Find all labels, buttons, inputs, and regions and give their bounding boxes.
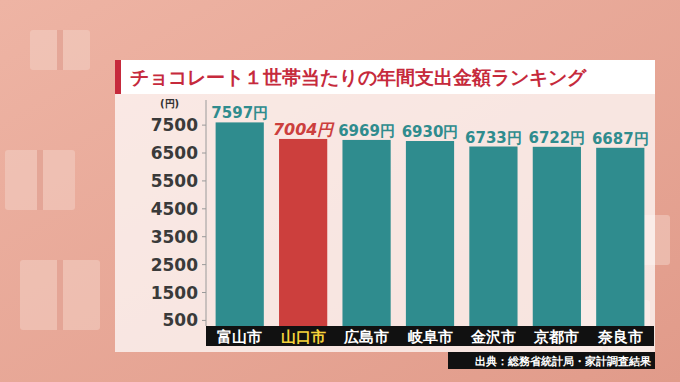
- decoration: [5, 150, 75, 210]
- decoration: [57, 30, 63, 70]
- x-tick-label: 広島市: [343, 328, 389, 346]
- x-tick-label: 金沢市: [470, 328, 516, 346]
- data-label: 6687円: [592, 130, 649, 148]
- source-box: [448, 352, 655, 369]
- bar: [342, 140, 390, 326]
- title-accent: [115, 60, 121, 94]
- bar: [406, 141, 454, 326]
- title: チョコレート１世帯当たりの年間支出金額ランキング: [130, 66, 587, 88]
- bar: [596, 148, 644, 326]
- y-tick: [202, 292, 206, 293]
- data-label: 6969円: [338, 122, 395, 140]
- x-tick-label: 奈良市: [597, 328, 643, 346]
- y-axis-label: (円): [160, 98, 179, 109]
- y-tick-label: 500: [163, 310, 199, 330]
- decoration: [57, 260, 63, 330]
- data-label: 7597円: [211, 104, 268, 122]
- bar: [469, 147, 517, 326]
- y-tick: [202, 236, 206, 237]
- bar: [279, 139, 327, 326]
- bars: [216, 122, 645, 326]
- title-box: [115, 60, 655, 94]
- y-tick-label: 6500: [151, 143, 198, 163]
- panel: [115, 94, 655, 352]
- y-tick-label: 5500: [151, 171, 198, 191]
- data-label: 6930円: [402, 123, 459, 141]
- data-label: 6733円: [465, 129, 522, 147]
- y-tick: [202, 208, 206, 209]
- background: [0, 0, 680, 382]
- y-tick: [202, 125, 206, 126]
- y-tick: [202, 320, 206, 321]
- y-tick-label: 1500: [151, 283, 198, 303]
- y-tick: [202, 153, 206, 154]
- y-tick: [202, 264, 206, 265]
- y-tick-label: 2500: [151, 255, 198, 275]
- x-tick-label: 富山市: [217, 328, 262, 346]
- x-tick-label: 京都市: [533, 328, 579, 346]
- data-label: 7004円: [273, 120, 336, 139]
- decoration: [37, 150, 43, 210]
- y-tick: [202, 180, 206, 181]
- x-tick-label: 岐阜市: [408, 328, 453, 346]
- y-tick-label: 4500: [151, 199, 198, 219]
- source: 出典：総務省統計局・家計調査結果: [475, 355, 652, 368]
- y-tick-label: 7500: [151, 115, 198, 135]
- decoration: [20, 260, 100, 330]
- decoration: [30, 30, 90, 70]
- x-tick-label: 山口市: [281, 328, 326, 346]
- y-tick-label: 3500: [151, 227, 198, 247]
- bar: [533, 147, 581, 326]
- data-label: 6722円: [528, 129, 585, 147]
- category-strip: [206, 326, 654, 346]
- bar: [216, 122, 264, 326]
